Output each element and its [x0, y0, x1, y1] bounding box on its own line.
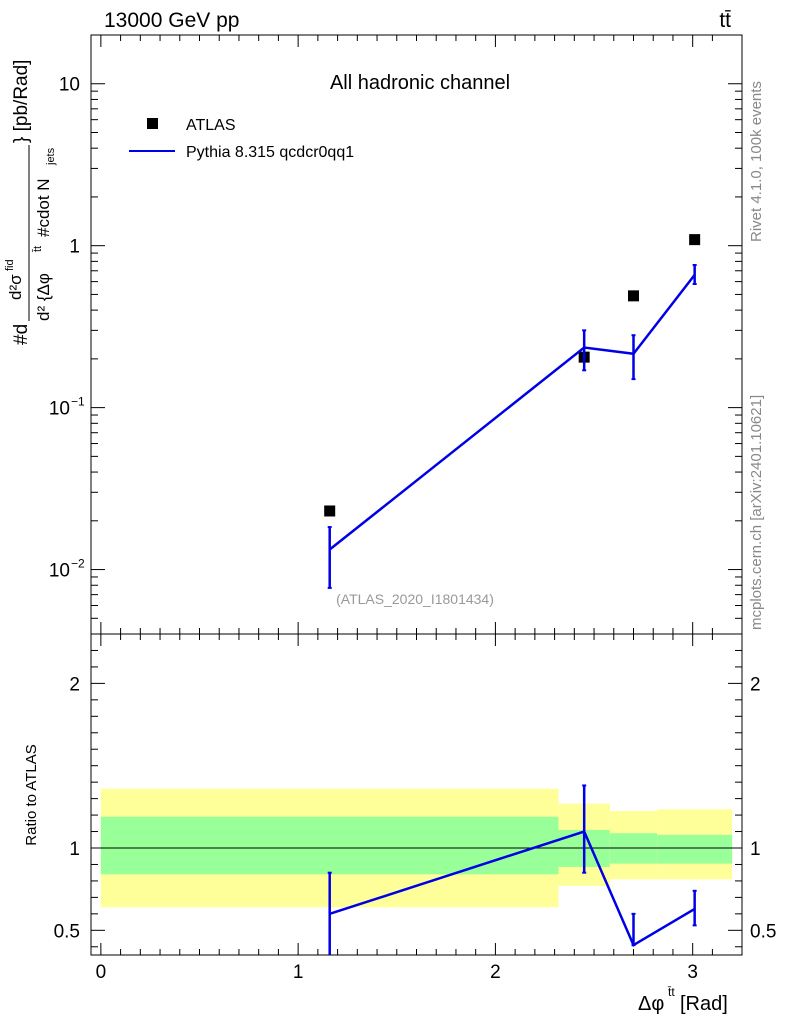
x-tick-label: 1	[293, 962, 304, 983]
legend-atlas-marker	[147, 118, 158, 129]
main-y-tick-label: 10	[49, 399, 70, 420]
main-y-label: #d d²σ fid d² {Δφ t̄t #cdot N jets } [pb…	[4, 60, 57, 345]
main-y-label-denominator-sub: jets	[45, 147, 57, 166]
main-y-label-denominator-tail: #cdot N	[34, 178, 53, 237]
ratio-y-tick-label: 0.5	[54, 921, 80, 942]
ratio-band-inner-0	[100, 816, 559, 875]
x-axis-label-sup: t̄t	[668, 985, 676, 999]
main-title: All hadronic channel	[330, 72, 510, 94]
ratio-y-tick-label-right: 2	[750, 674, 761, 695]
ratio-band-inner-3	[657, 834, 733, 864]
main-y-tick-label: 10	[49, 561, 70, 582]
legend-pythia-label: Pythia 8.315 qcdcr0qq1	[186, 144, 354, 161]
main-marks	[324, 234, 701, 589]
ratio-marks	[327, 784, 697, 955]
process-label: tt̄	[719, 9, 731, 32]
main-y-label-denominator-sup: t̄t	[32, 246, 44, 253]
main-y-label-prefix: #d	[11, 324, 32, 345]
rivet-label: Rivet 4.1.0, 100k events	[748, 81, 765, 242]
main-y-tick-label: 1	[69, 237, 80, 258]
energy-label: 13000 GeV pp	[104, 9, 239, 32]
pythia-line	[328, 274, 696, 551]
ratio-y-label: Ratio to ATLAS	[23, 744, 40, 845]
atlas-point	[689, 234, 701, 246]
main-y-label-denominator: d² {Δφ	[34, 273, 53, 321]
legend: ATLAS Pythia 8.315 qcdcr0qq1	[129, 117, 354, 161]
ratio-y-tick-label-right: 1	[750, 839, 761, 860]
main-y-tick-label: 10	[59, 75, 80, 96]
x-axis-label-main: Δφ	[638, 993, 664, 1015]
main-y-label-unit: } [pb/Rad]	[11, 60, 32, 143]
main-y-label-numerator: d²σ	[6, 274, 25, 300]
main-y-tick-label-exp: −2	[71, 557, 85, 571]
analysis-watermark: (ATLAS_2020_I1801434)	[336, 591, 494, 607]
ratio-y-tick-label-right: 0.5	[750, 921, 776, 942]
legend-atlas-label: ATLAS	[186, 117, 236, 134]
x-tick-label: 0	[96, 962, 107, 983]
main-y-tick-label-exp: −1	[71, 395, 85, 409]
x-tick-label: 3	[687, 962, 698, 983]
source-label: mcplots.cern.ch [arXiv:2401.10621]	[748, 395, 765, 630]
x-tick-label: 2	[490, 962, 501, 983]
ratio-y-tick-label: 1	[69, 839, 80, 860]
x-axis-label: Δφ t̄t [Rad]	[638, 985, 728, 1015]
ratio-y-tick-label: 2	[69, 674, 80, 695]
atlas-point	[324, 505, 336, 517]
ratio-pythia-line	[329, 829, 696, 947]
main-y-label-numerator-sup: fid	[4, 259, 16, 271]
x-axis-label-unit: [Rad]	[680, 993, 728, 1015]
atlas-point	[628, 290, 639, 302]
